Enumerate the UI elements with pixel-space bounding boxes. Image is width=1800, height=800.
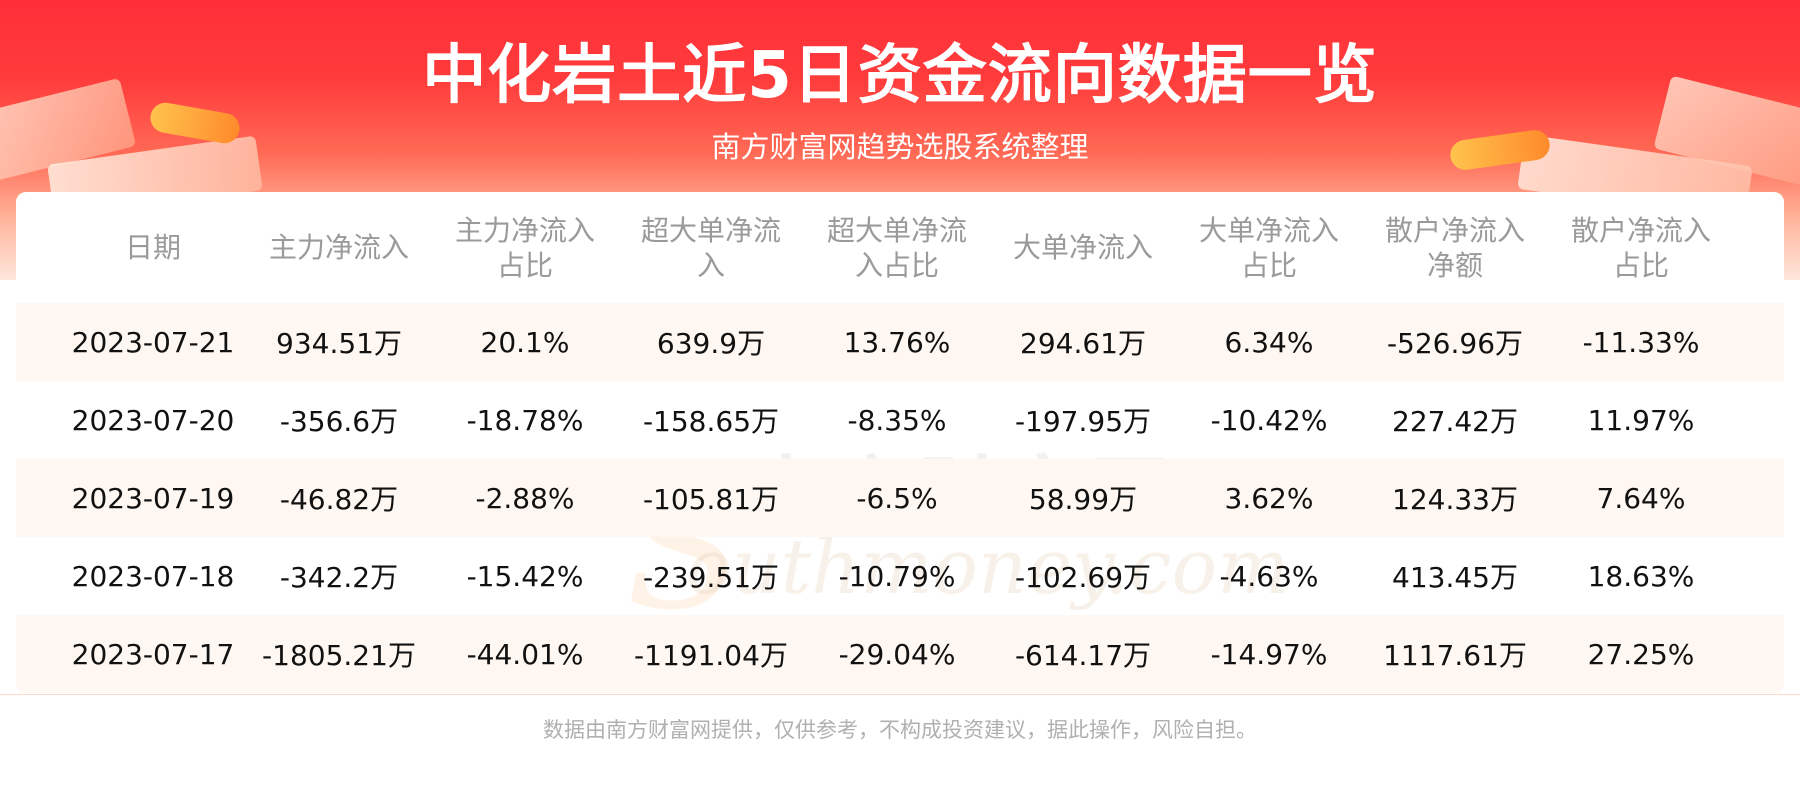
value-cell: 6.34% (1224, 325, 1314, 359)
value-cell: -8.35% (847, 403, 947, 437)
value-cell: 27.25% (1587, 637, 1695, 671)
value-cell: 58.99万 (1028, 483, 1138, 516)
value-cell: 7.64% (1596, 481, 1686, 515)
date-cell: 2023-07-20 (71, 403, 235, 437)
value-cell: 639.9万 (656, 327, 766, 360)
date-cell: 2023-07-21 (71, 325, 235, 359)
table-row: 2023-07-21 934.51万 20.1% 639.9万 13.76% 294.61… (16, 303, 1784, 381)
column-header: 主力净流入 (246, 230, 432, 265)
value-cell: -14.97% (1210, 637, 1328, 671)
value-cell: -102.69万 (1014, 561, 1152, 594)
value-cell: 11.97% (1587, 403, 1695, 437)
value-cell: -614.17万 (1014, 639, 1152, 672)
column-header: 大单净流入 (990, 230, 1176, 265)
column-header: 散户净流入 占比 (1548, 213, 1734, 283)
table-row: 2023-07-20 -356.6万 -18.78% -158.65万 -8.35% -1… (16, 381, 1784, 459)
disclaimer-text: 数据由南方财富网提供，仅供参考，不构成投资建议，据此操作，风险自担。 (543, 718, 1257, 742)
value-cell: -105.81万 (642, 483, 780, 516)
value-cell: -4.63% (1219, 559, 1319, 593)
date-cell: 2023-07-18 (71, 559, 235, 593)
column-header-line: 净额 (1426, 248, 1483, 282)
column-header-line: 入占比 (854, 248, 939, 282)
footer-divider (0, 694, 1800, 695)
value-cell: 124.33万 (1392, 483, 1518, 516)
column-header-line: 占比 (1612, 248, 1669, 282)
column-header: 日期 (60, 230, 246, 265)
value-cell: 413.45万 (1392, 561, 1518, 594)
value-cell: 1117.61万 (1383, 639, 1527, 672)
column-header-line: 散户净流入 (1570, 213, 1711, 247)
column-header-line: 主力净流入 (268, 231, 409, 264)
column-header: 超大单净流入 (618, 213, 804, 283)
column-header-line: 超大单净流 (640, 213, 781, 247)
value-cell: -18.78% (466, 403, 584, 437)
table-row: 2023-07-19 -46.82万 -2.88% -105.81万 -6.5% 58.9… (16, 459, 1784, 537)
table-row: 2023-07-17 -1805.21万 -44.01% -1191.04万 -29.0… (16, 615, 1784, 693)
table-panel: S 南方财富网 outhmoney.com 日期主力净流入主力净流入占比超大单净… (16, 192, 1784, 694)
page-title: 中化岩土近5日资金流向数据一览 (422, 39, 1378, 113)
value-cell: -10.79% (838, 559, 956, 593)
column-header-line: 入 (696, 248, 725, 282)
value-cell: -29.04% (838, 637, 956, 671)
column-header-line: 主力净流入 (454, 213, 595, 247)
value-cell: 18.63% (1587, 559, 1695, 593)
column-header-line: 占比 (496, 248, 553, 282)
table-row: 2023-07-18 -342.2万 -15.42% -239.51万 -10.79% -… (16, 537, 1784, 615)
value-cell: -1805.21万 (262, 639, 416, 672)
value-cell: -526.96万 (1386, 327, 1524, 360)
column-header: 散户净流入 净额 (1362, 213, 1548, 283)
value-cell: -1191.04万 (634, 639, 788, 672)
column-header-line: 超大单净流 (826, 213, 967, 247)
column-header: 大单净流入 占比 (1176, 213, 1362, 283)
value-cell: -15.42% (466, 559, 584, 593)
value-cell: -10.42% (1210, 403, 1328, 437)
column-header-line: 散户净流入 (1384, 213, 1525, 247)
value-cell: -46.82万 (279, 483, 399, 516)
value-cell: 934.51万 (276, 327, 402, 360)
column-header-line: 大单净流入 (1012, 231, 1153, 264)
column-header: 超大单净流 入占比 (804, 213, 990, 283)
column-header: 主力净流入 占比 (432, 213, 618, 283)
value-cell: -342.2万 (279, 561, 399, 594)
date-cell: 2023-07-19 (71, 481, 235, 515)
value-cell: -158.65万 (642, 405, 780, 438)
value-cell: 227.42万 (1392, 405, 1518, 438)
value-cell: 13.76% (843, 325, 951, 359)
value-cell: -356.6万 (279, 405, 399, 438)
value-cell: -197.95万 (1014, 405, 1152, 438)
value-cell: -2.88% (475, 481, 575, 515)
value-cell: -239.51万 (642, 561, 780, 594)
value-cell: -11.33% (1582, 325, 1700, 359)
column-header-line: 日期 (124, 231, 181, 264)
table-header-row: 日期 主力净流入 主力净流入 占比 超大单净流入超大单净流 入占比 大单净流入 大单净流入 占比… (16, 192, 1784, 303)
fund-flow-table: 日期 主力净流入 主力净流入 占比 超大单净流入超大单净流 入占比 大单净流入 大单净流入 占比… (16, 192, 1784, 693)
column-header-line: 大单净流入 (1198, 213, 1339, 247)
column-header-line: 占比 (1240, 248, 1297, 282)
page-subtitle: 南方财富网趋势选股系统整理 (711, 130, 1089, 164)
value-cell: -44.01% (466, 637, 584, 671)
value-cell: -6.5% (856, 481, 938, 515)
value-cell: 294.61万 (1020, 327, 1146, 360)
date-cell: 2023-07-17 (71, 637, 235, 671)
value-cell: 3.62% (1224, 481, 1314, 515)
value-cell: 20.1% (480, 325, 570, 359)
